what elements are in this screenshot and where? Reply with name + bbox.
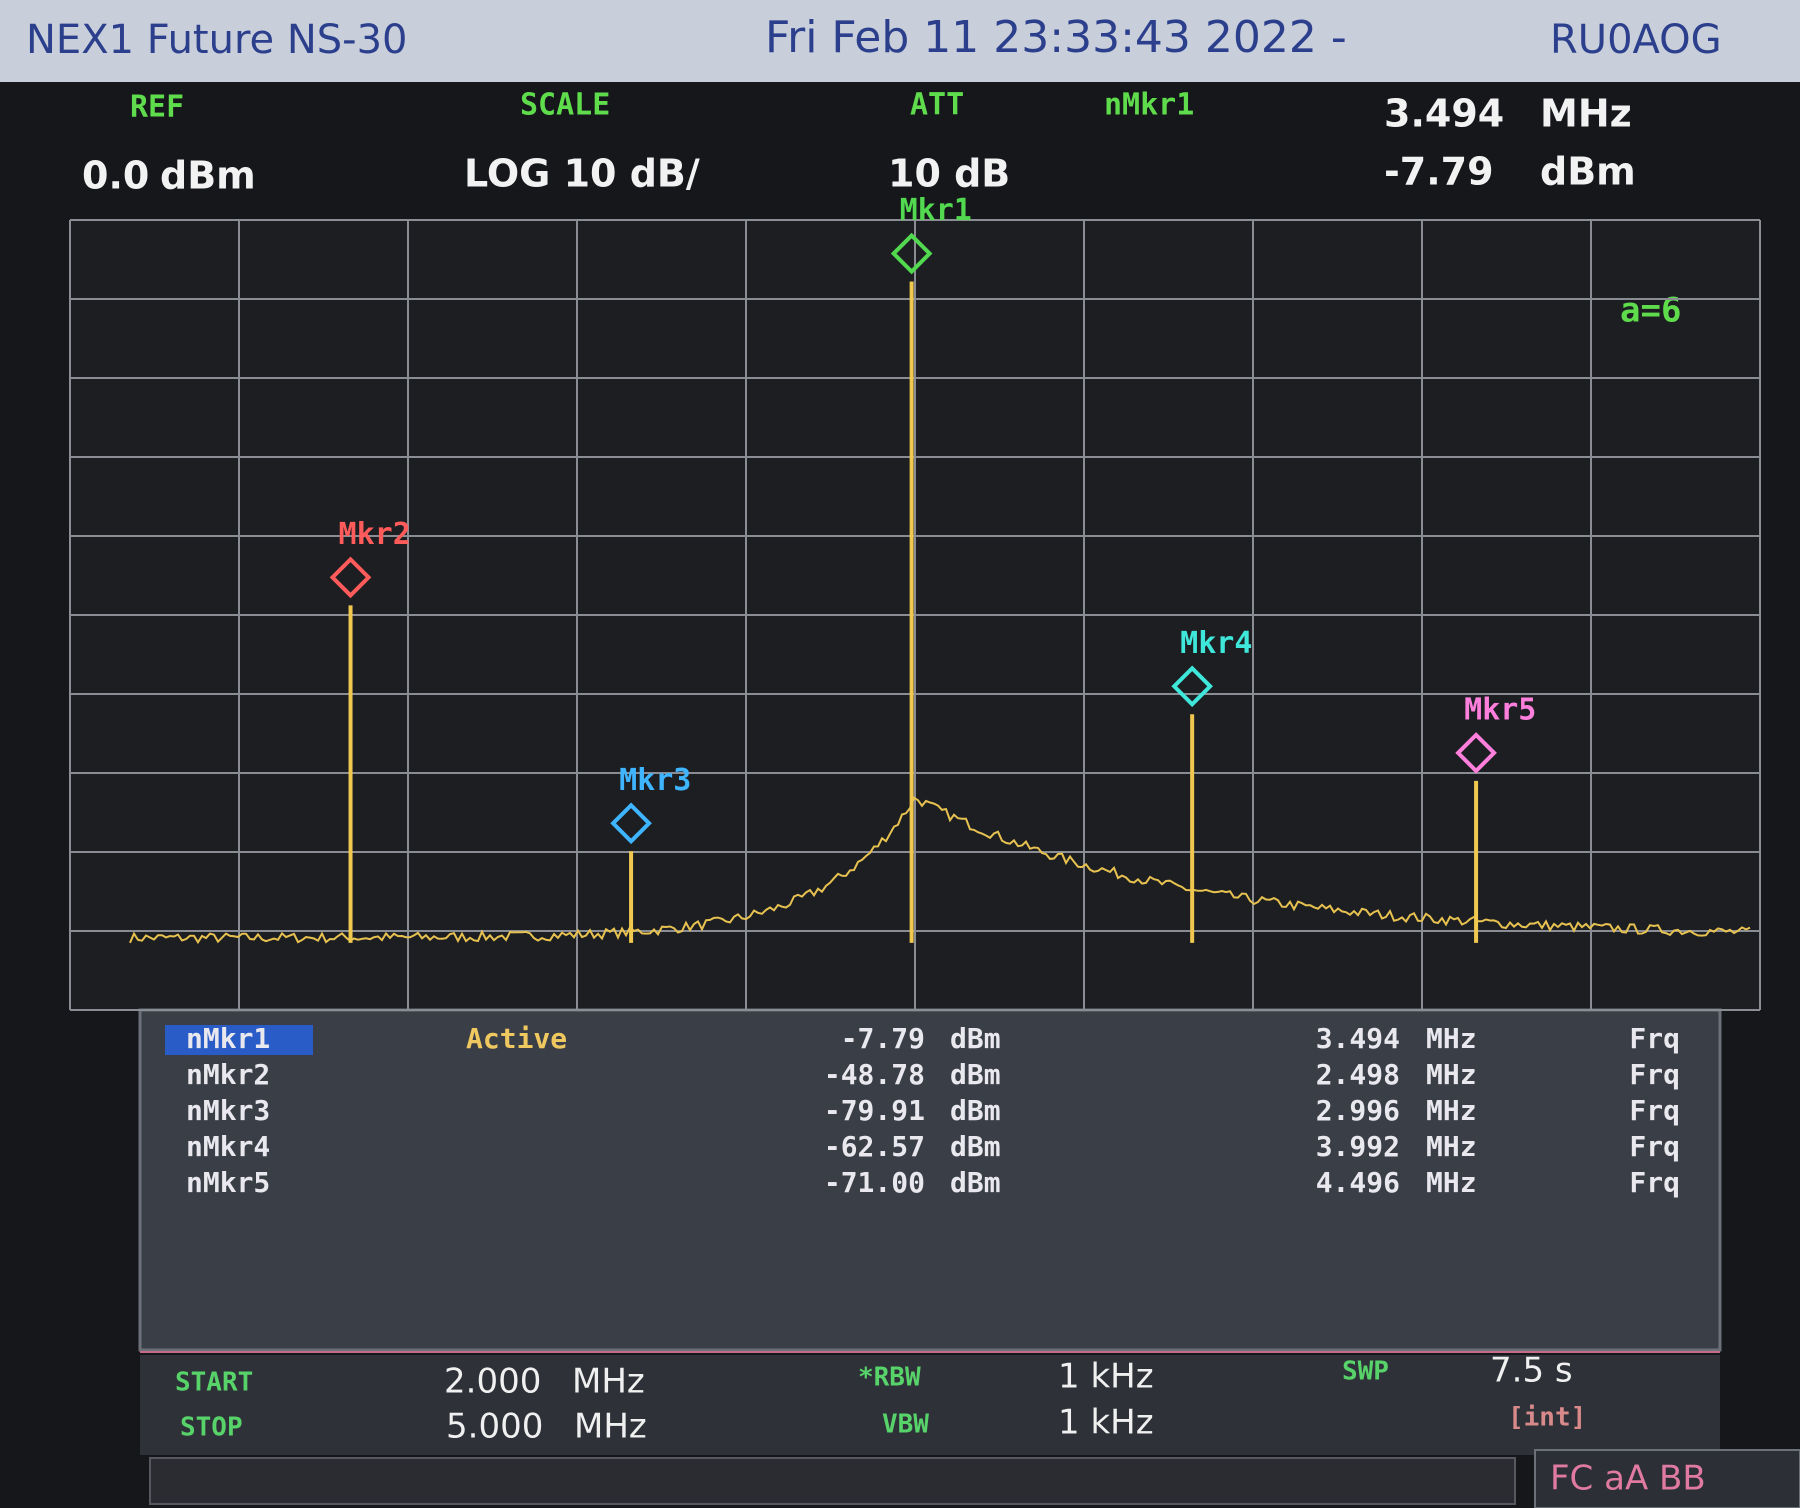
swp-value: 7.5 s [1490,1351,1573,1391]
marker-freq-unit: MHz [1426,1130,1477,1163]
marker-mode: Frq [1629,1166,1680,1199]
active-marker-freq: 3.494 [1384,92,1504,136]
status-bar [149,1457,1516,1505]
marker-label: Mkr1 [900,193,972,228]
marker-label: Mkr2 [339,517,411,552]
marker-status: Active [466,1022,567,1055]
title-bar [0,0,1800,82]
marker-level-unit: dBm [950,1058,1001,1091]
vbw-label: VBW [882,1410,929,1440]
start-unit: MHz [572,1362,645,1402]
marker-level-unit: dBm [950,1022,1001,1055]
marker-mode: Frq [1629,1022,1680,1055]
marker-level-unit: dBm [950,1166,1001,1199]
active-marker-freq-unit: MHz [1540,92,1632,136]
marker-mode: Frq [1629,1094,1680,1127]
marker-freq: 2.996 [1316,1094,1400,1127]
ref-unit: dBm [160,154,256,198]
ref-value: 0.0 [82,154,149,198]
scale-value: LOG 10 dB/ [464,152,700,196]
stop-value: 5.000 [446,1407,543,1447]
marker-level-unit: dBm [950,1130,1001,1163]
marker-level: -48.78 [824,1058,925,1091]
marker-mode: Frq [1629,1130,1680,1163]
stop-unit: MHz [574,1407,647,1447]
ref-label: REF [130,90,184,125]
marker-freq: 3.992 [1316,1130,1400,1163]
swp-label: SWP [1342,1357,1389,1387]
marker-diamond [610,802,652,845]
marker-label: Mkr5 [1464,692,1536,727]
att-label: ATT [910,88,964,123]
marker-freq-unit: MHz [1426,1094,1477,1127]
active-marker-level-unit: dBm [1540,150,1636,194]
trace-label: a=6 [1620,291,1681,331]
status-box [1534,1449,1800,1508]
stop-label: STOP [180,1413,243,1443]
marker-level-unit: dBm [950,1094,1001,1127]
marker-table [138,1008,1722,1352]
marker-mode: Frq [1629,1058,1680,1091]
active-marker-label: nMkr1 [1104,88,1194,123]
marker-level: -79.91 [824,1094,925,1127]
rbw-label: *RBW [858,1363,921,1393]
marker-level: -62.57 [824,1130,925,1163]
active-marker-level: -7.79 [1384,150,1494,194]
marker-freq-unit: MHz [1426,1058,1477,1091]
swp-mode: [int] [1508,1403,1586,1433]
marker-name: nMkr3 [186,1094,270,1127]
status-flags: FC aA BB [1550,1459,1706,1499]
trace [129,796,1751,945]
marker-name: nMkr4 [186,1130,270,1163]
marker-freq-unit: MHz [1426,1022,1477,1055]
rbw-value: 1 kHz [1058,1357,1154,1397]
datetime: Fri Feb 11 23:33:43 2022 - [765,12,1347,63]
att-value: 10 dB [888,152,1010,196]
marker-label: Mkr3 [619,763,691,798]
marker-freq: 2.498 [1316,1058,1400,1091]
marker-name: nMkr1 [186,1022,270,1055]
footer-panel [140,1355,1720,1455]
marker-diamond [890,232,933,275]
marker-level: -7.79 [841,1022,925,1055]
marker-freq: 3.494 [1316,1022,1400,1055]
active-highlight [165,1025,313,1055]
callsign: RU0AOG [1550,17,1722,63]
marker-label: Mkr4 [1180,626,1252,661]
start-value: 2.000 [444,1362,541,1402]
vbw-value: 1 kHz [1058,1403,1154,1443]
scale-label: SCALE [520,88,610,123]
start-label: START [175,1368,253,1398]
marker-diamond [1171,665,1213,708]
marker-name: nMkr2 [186,1058,270,1091]
marker-freq: 4.496 [1316,1166,1400,1199]
marker-name: nMkr5 [186,1166,270,1199]
device-title: NEX1 Future NS-30 [26,17,408,63]
marker-diamond [329,556,372,599]
marker-level: -71.00 [824,1166,925,1199]
marker-freq-unit: MHz [1426,1166,1477,1199]
marker-diamond [1455,732,1497,774]
